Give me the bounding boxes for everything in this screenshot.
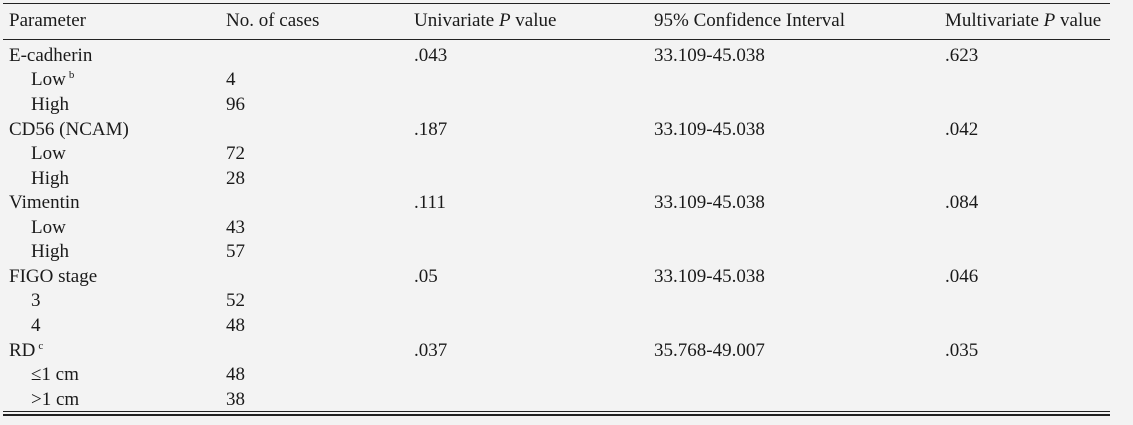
row-cases: 48: [226, 315, 245, 336]
row-parameter: Vimentin: [9, 192, 80, 213]
header-ci: 95% Confidence Interval: [654, 10, 845, 31]
row-cases: 57: [226, 241, 245, 262]
row-cases: 4: [226, 69, 236, 90]
table-bottom-rule: [3, 411, 1110, 412]
row-cases: 96: [226, 94, 245, 115]
row-parameter: High: [31, 168, 69, 189]
footnote-marker: b: [68, 69, 75, 81]
footnote-marker: c: [38, 340, 44, 352]
row-ci: 35.768-49.007: [654, 340, 765, 361]
row-cases: 28: [226, 168, 245, 189]
row-multivariate: .035: [945, 340, 979, 361]
row-parameter: FIGO stage: [9, 266, 98, 287]
row-parameter: ≤1 cm: [31, 364, 79, 385]
table-top-rule: [3, 3, 1110, 4]
header-univariate: Univariate P value: [414, 10, 557, 31]
row-multivariate: .623: [945, 45, 979, 66]
row-univariate: .037: [414, 340, 448, 361]
row-parameter: Low: [31, 217, 66, 238]
row-ci: 33.109-45.038: [654, 119, 765, 140]
table-bottom-rule-thick: [3, 414, 1110, 416]
row-parameter: RD c: [9, 340, 44, 361]
row-multivariate: .084: [945, 192, 979, 213]
row-ci: 33.109-45.038: [654, 266, 765, 287]
row-multivariate: .042: [945, 119, 979, 140]
row-univariate: .043: [414, 45, 448, 66]
row-parameter: E-cadherin: [9, 45, 93, 66]
table-header-rule: [3, 39, 1110, 40]
row-multivariate: .046: [945, 266, 979, 287]
row-ci: 33.109-45.038: [654, 192, 765, 213]
row-univariate: .187: [414, 119, 448, 140]
row-parameter: CD56 (NCAM): [9, 119, 129, 140]
row-univariate: .111: [414, 192, 446, 213]
row-parameter: High: [31, 94, 69, 115]
row-univariate: .05: [414, 266, 438, 287]
row-cases: 52: [226, 290, 245, 311]
row-parameter: 3: [31, 290, 41, 311]
row-cases: 48: [226, 364, 245, 385]
row-parameter: High: [31, 241, 69, 262]
row-cases: 43: [226, 217, 245, 238]
row-ci: 33.109-45.038: [654, 45, 765, 66]
row-cases: 38: [226, 389, 245, 410]
row-cases: 72: [226, 143, 245, 164]
header-parameter: Parameter: [9, 10, 87, 31]
header-cases: No. of cases: [226, 10, 320, 31]
row-parameter: >1 cm: [31, 389, 80, 410]
row-parameter: Low: [31, 143, 66, 164]
row-parameter: Low b: [31, 69, 75, 90]
header-multivariate: Multivariate P value: [945, 10, 1102, 31]
row-parameter: 4: [31, 315, 41, 336]
